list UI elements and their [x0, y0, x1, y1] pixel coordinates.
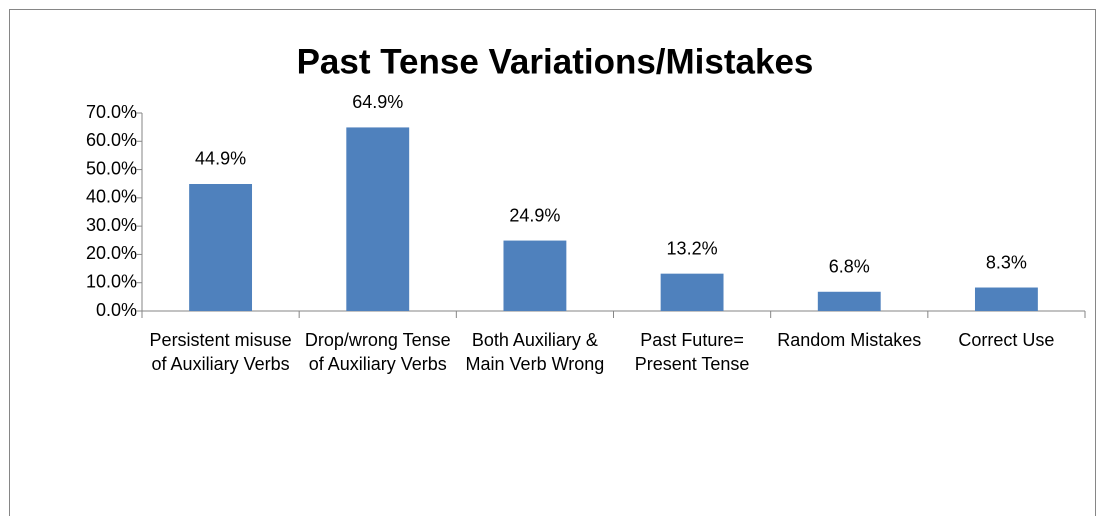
- x-tick-label-line: of Auxiliary Verbs: [152, 354, 290, 374]
- bar: [660, 273, 724, 311]
- x-tick-label-line: Random Mistakes: [777, 330, 921, 350]
- data-label: 8.3%: [986, 252, 1027, 272]
- y-tick-label: 30.0%: [86, 215, 137, 235]
- data-label: 24.9%: [509, 205, 560, 225]
- bar: [189, 183, 253, 311]
- bar: [817, 291, 881, 311]
- data-label: 13.2%: [667, 238, 718, 258]
- x-tick-label: Drop/wrong Tense of Auxiliary Verbs: [305, 330, 451, 374]
- x-tick-label: Random Mistakes: [777, 330, 921, 350]
- chart-title: Past Tense Variations/Mistakes: [297, 42, 814, 81]
- x-tick-label-line: Drop/wrong Tense: [305, 330, 451, 350]
- bar: [346, 127, 410, 311]
- y-tick-label: 50.0%: [86, 158, 137, 178]
- x-tick-label: Both Auxiliary & Main Verb Wrong: [466, 330, 605, 374]
- x-tick-label-line: of Auxiliary Verbs: [309, 354, 447, 374]
- x-tick-label-line: Persistent misuse: [150, 330, 292, 350]
- x-tick-label-line: Both Auxiliary &: [472, 330, 598, 350]
- data-label: 6.8%: [829, 257, 870, 277]
- x-tick-label: Past Future= Present Tense: [635, 330, 750, 374]
- x-tick-label-line: Correct Use: [958, 330, 1054, 350]
- x-tick-label-line: Main Verb Wrong: [466, 354, 605, 374]
- bar: [974, 287, 1038, 311]
- x-tick-label-line: Past Future=: [640, 330, 744, 350]
- y-tick-label: 10.0%: [86, 271, 137, 291]
- y-tick-label: 60.0%: [86, 130, 137, 150]
- y-tick-label: 70.0%: [86, 102, 137, 122]
- x-tick-label-line: Present Tense: [635, 354, 750, 374]
- y-tick-label: 20.0%: [86, 243, 137, 263]
- y-tick-label: 40.0%: [86, 187, 137, 207]
- x-tick-label: Persistent misuse of Auxiliary Verbs: [150, 330, 292, 374]
- x-tick-label: Correct Use: [958, 330, 1054, 350]
- data-label: 44.9%: [195, 149, 246, 169]
- data-label: 64.9%: [352, 92, 403, 112]
- bar: [503, 240, 567, 311]
- y-tick-label: 0.0%: [96, 300, 137, 320]
- chart-border: [9, 9, 1096, 516]
